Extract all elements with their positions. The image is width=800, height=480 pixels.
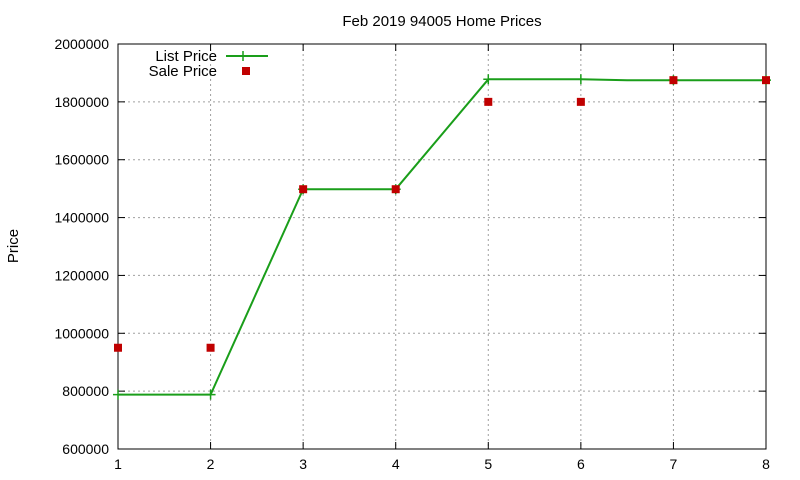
sale-price-point [391,185,400,194]
list-price-point [113,389,123,400]
x-tick-label: 2 [207,456,215,472]
legend-marker-sale-price [242,67,250,75]
grid [118,44,766,449]
x-tick-label: 8 [762,456,770,472]
axis-ticks: 600000 800000 1000000 1200000 1400000 1600000… [54,36,770,472]
x-tick-label: 3 [299,456,307,472]
y-tick-label: 600000 [62,441,109,457]
legend-label-list-price: List Price [155,48,217,65]
x-tick-label: 7 [670,456,678,472]
sale-price-point [669,76,678,85]
y-axis-label: Price [5,229,22,263]
sale-price-point [299,185,308,194]
sale-price-point [484,97,493,106]
legend-label-sale-price: Sale Price [149,63,217,80]
y-tick-label: 1400000 [54,210,109,226]
x-tick-label: 1 [114,456,122,472]
sale-price-point [114,343,122,352]
y-tick-label: 1200000 [54,267,109,283]
y-tick-label: 1000000 [54,325,109,341]
series-layer [113,74,771,400]
sale-price-point [576,97,585,106]
y-tick-label: 800000 [62,383,109,399]
sale-price-point [206,343,215,352]
sale-price-point [762,76,770,85]
y-tick-label: 1600000 [54,152,109,168]
list-price-line [118,78,766,396]
plot-area-frame [117,43,767,450]
y-tick-label: 2000000 [54,36,109,52]
list-price-point [483,74,494,85]
list-price-point [205,389,216,400]
x-tick-label: 4 [392,456,400,472]
list-price-point [575,74,586,85]
legend: List Price Sale Price [149,48,268,80]
x-tick-label: 6 [577,456,585,472]
legend-marker-list-price [238,51,248,61]
chart-title: Feb 2019 94005 Home Prices [342,13,541,30]
x-tick-label: 5 [484,456,492,472]
y-tick-label: 1800000 [54,94,109,110]
